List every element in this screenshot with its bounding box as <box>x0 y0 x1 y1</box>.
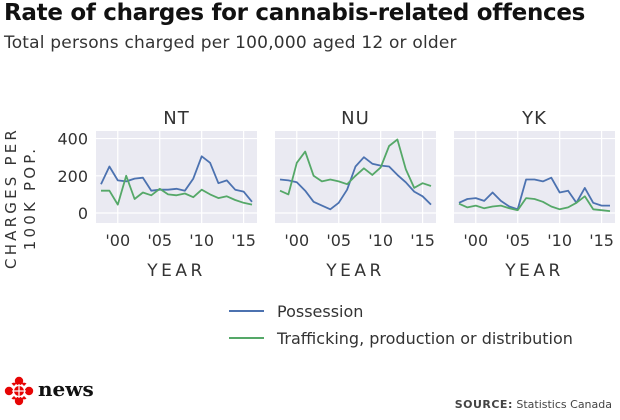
source-text: Statistics Canada <box>516 398 612 411</box>
panel-title-yk: YK <box>521 108 547 129</box>
source-label: SOURCE: <box>454 398 513 411</box>
panel-background <box>96 131 257 223</box>
legend-label-trafficking: Trafficking, production or distribution <box>276 329 573 348</box>
x-tick-label: '05 <box>505 231 530 250</box>
x-tick-label: '00 <box>284 231 309 250</box>
x-axis-label: YEAR <box>325 261 385 281</box>
brand-wordmark: news <box>38 377 94 401</box>
x-tick-label: '15 <box>589 231 614 250</box>
panel-title-nt: NT <box>163 108 189 129</box>
chart-svg: CHARGES PER 100K POP. 0 200 400 NT '00 '05 '10 '1… <box>2 108 615 348</box>
source-note: SOURCE: Statistics Canada <box>455 398 612 411</box>
series-line-possession <box>279 156 432 211</box>
x-tick-label: '10 <box>547 231 572 250</box>
y-tick-label: 400 <box>57 130 88 149</box>
x-tick-label: '00 <box>105 231 130 250</box>
y-tick-label: 0 <box>78 204 88 223</box>
chart-title: Rate of charges for cannabis-related off… <box>4 0 586 26</box>
y-axis-label-line-1: CHARGES PER <box>2 127 20 269</box>
series-line-trafficking <box>101 174 253 206</box>
x-tick-label: '05 <box>147 231 172 250</box>
panel-background <box>454 131 615 223</box>
x-axis-label: YEAR <box>146 261 206 281</box>
x-tick-label: '10 <box>189 231 214 250</box>
panel-yk: YK '00 '05 '10 '15 YEAR <box>454 108 615 281</box>
y-axis-label-line-2: 100K POP. <box>21 146 39 250</box>
x-axis-label: YEAR <box>504 261 564 281</box>
x-tick-label: '00 <box>463 231 488 250</box>
x-tick-label: '15 <box>410 231 435 250</box>
x-tick-label: '05 <box>326 231 351 250</box>
series-line-trafficking <box>279 138 432 196</box>
series-line-possession <box>458 176 610 211</box>
cbc-gem-logo-icon <box>4 376 34 406</box>
panel-nt: NT '00 '05 '10 '15 YEAR <box>96 108 257 281</box>
series-line-possession <box>100 155 253 203</box>
panel-nu: NU '00 '05 '10 '15 YEAR <box>275 108 436 281</box>
x-tick-label: '10 <box>368 231 393 250</box>
panel-title-nu: NU <box>341 108 370 129</box>
legend-label-possession: Possession <box>277 302 363 321</box>
x-tick-label: '15 <box>231 231 256 250</box>
y-tick-label: 200 <box>57 167 88 186</box>
chart-subtitle: Total persons charged per 100,000 aged 1… <box>4 33 457 53</box>
series-line-trafficking <box>458 195 611 212</box>
